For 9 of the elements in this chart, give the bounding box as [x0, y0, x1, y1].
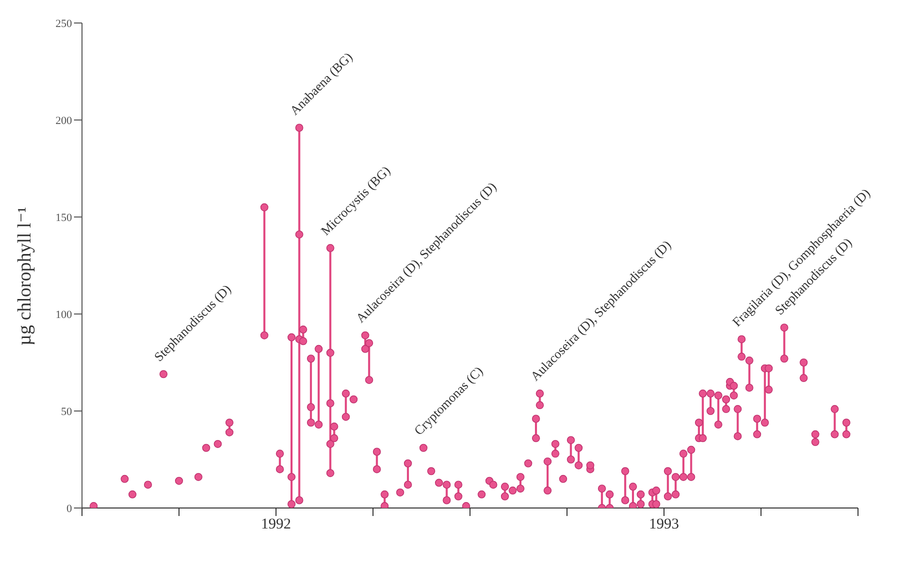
y-tick-label: 100	[56, 308, 72, 321]
y-axis-title: µg chlorophyll l⁻¹	[14, 206, 36, 346]
y-tick-label: 0	[66, 502, 72, 515]
x-tick-label: 1993	[649, 516, 679, 533]
x-tick-label: 1992	[261, 516, 291, 533]
y-tick-label: 200	[56, 114, 72, 127]
y-tick-label: 150	[56, 212, 72, 224]
y-tick-label: 250	[56, 18, 72, 30]
y-tick-label: 50	[61, 406, 72, 418]
